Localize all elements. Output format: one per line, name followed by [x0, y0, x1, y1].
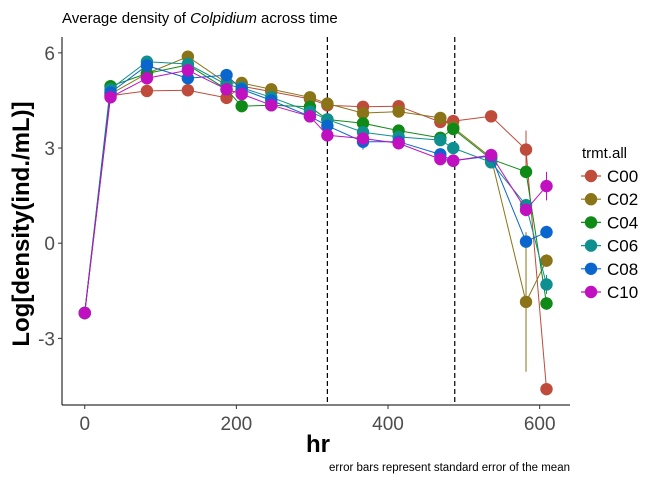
point-C10-2 — [140, 72, 154, 85]
point-C00-3 — [181, 84, 195, 97]
series-line-C04 — [84, 64, 547, 314]
point-C10-12 — [447, 154, 460, 167]
point-C00-15 — [540, 382, 553, 396]
point-C10-5 — [235, 87, 248, 101]
series-line-C10 — [84, 69, 547, 314]
legend-items: C00 C02 C04 C06 C08 C10 — [581, 167, 638, 302]
legend-label-C10: C10 — [607, 283, 638, 302]
point-C02-7 — [303, 91, 317, 104]
point-C02-14 — [519, 295, 533, 309]
series-C00 — [78, 79, 553, 396]
chart-title-prefix: Average density of — [62, 10, 190, 27]
legend-label-C04: C04 — [607, 213, 638, 232]
point-C10-11 — [434, 152, 447, 166]
y-tick-label-1: 0 — [44, 234, 55, 255]
legend-label-C00: C00 — [607, 167, 638, 186]
point-C08-14 — [519, 235, 533, 248]
legend-key-point-C00 — [584, 169, 598, 183]
point-C06-12 — [447, 141, 460, 155]
point-C10-3 — [181, 64, 195, 77]
point-C02-8 — [321, 97, 334, 110]
legend-label-C08: C08 — [607, 260, 638, 279]
legend-item-C06: C06 — [581, 237, 638, 256]
point-C00-13 — [484, 110, 498, 123]
point-C04-12 — [447, 122, 460, 136]
caption: error bars represent standard error of t… — [329, 462, 570, 474]
series-line-C08 — [84, 65, 547, 314]
reference-lines — [326, 37, 456, 405]
chart-title: Average density of Colpidium across time — [62, 10, 338, 27]
legend-item-C10: C10 — [581, 283, 638, 302]
y-axis-title: Log[density(ind./mL)] — [8, 101, 35, 346]
point-C06-15 — [540, 278, 553, 291]
point-C10-14 — [519, 203, 533, 217]
point-C10-15 — [540, 179, 553, 193]
point-C10-1 — [104, 91, 117, 104]
legend-item-C04: C04 — [581, 213, 638, 232]
y-tick-label-2: 3 — [44, 139, 55, 160]
chart-title-suffix: across time — [257, 10, 338, 27]
point-C10-4 — [220, 83, 233, 96]
legend-item-C02: C02 — [581, 190, 638, 209]
legend-item-C00: C00 — [581, 167, 638, 186]
chart-title-italic: Colpidium — [190, 10, 257, 27]
point-C10-6 — [265, 99, 278, 112]
point-C10-13 — [484, 148, 498, 162]
point-C10-8 — [321, 129, 334, 142]
legend-key-point-C04 — [584, 216, 598, 229]
point-C04-9 — [356, 117, 370, 130]
point-C04-5 — [235, 99, 248, 113]
series-line-C06 — [84, 61, 547, 314]
legend-label-C06: C06 — [607, 237, 638, 256]
point-C02-11 — [434, 111, 447, 125]
x-tick-label-0: 0 — [79, 414, 90, 435]
x-tick-label-3: 600 — [524, 414, 556, 435]
point-C00-4 — [220, 91, 233, 105]
legend-title: trmt.all — [582, 145, 627, 162]
point-C08-4 — [220, 68, 233, 82]
y-tick-label-0: -3 — [38, 329, 55, 350]
point-C00-2 — [140, 84, 154, 98]
series-C10 — [78, 64, 553, 320]
point-C08-15 — [540, 225, 553, 239]
legend-key-point-C10 — [584, 285, 598, 299]
x-axis-title: hr — [306, 431, 330, 458]
legend-item-C08: C08 — [581, 260, 638, 279]
x-tick-label-2: 400 — [372, 414, 404, 435]
series-layer — [78, 50, 553, 396]
point-C00-14 — [519, 143, 533, 156]
point-C04-15 — [540, 297, 553, 310]
legend-label-C02: C02 — [607, 190, 638, 209]
axes: 0 200 400 600 -3 0 3 6 — [38, 37, 570, 435]
legend-key-point-C06 — [584, 239, 598, 252]
point-C10-0 — [78, 306, 91, 320]
point-C06-11 — [434, 133, 447, 147]
point-C10-10 — [392, 137, 405, 150]
legend: trmt.all C00 C02 C04 C06 C08 C10 — [581, 145, 638, 302]
series-line-C02 — [84, 56, 547, 314]
point-C10-7 — [303, 110, 317, 123]
x-tick-label-1: 200 — [221, 414, 253, 435]
point-C08-8 — [321, 119, 334, 133]
point-C08-2 — [140, 59, 154, 72]
series-C02 — [78, 50, 553, 372]
y-tick-label-3: 6 — [44, 44, 55, 65]
legend-key-point-C08 — [584, 262, 598, 275]
point-C04-14 — [519, 165, 533, 179]
point-C02-9 — [356, 106, 370, 120]
legend-key-point-C02 — [584, 193, 598, 206]
point-C02-10 — [392, 105, 405, 118]
series-line-C00 — [84, 85, 547, 390]
point-C10-9 — [356, 132, 370, 145]
point-C02-15 — [540, 254, 553, 267]
